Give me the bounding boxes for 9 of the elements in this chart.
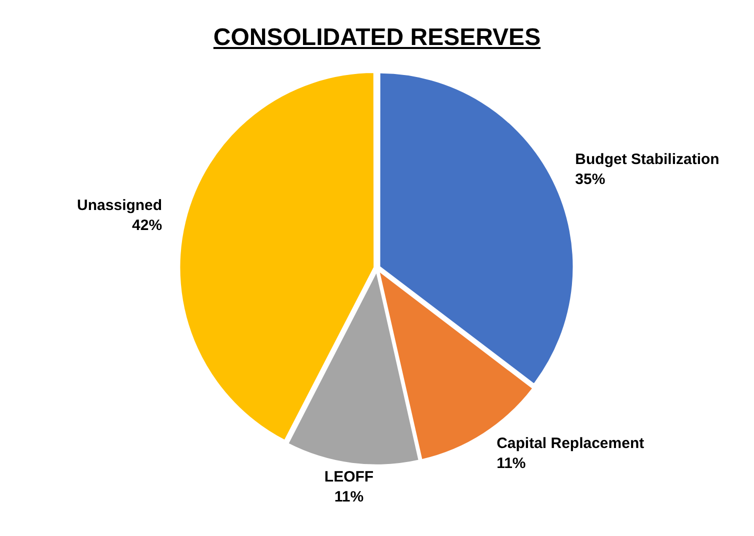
slice-label: Unassigned — [77, 197, 162, 214]
data-label: 42% — [132, 217, 162, 234]
data-label: 35% — [575, 170, 606, 188]
slice-label: Capital Replacement — [496, 435, 644, 452]
data-label: 11% — [334, 488, 364, 506]
data-label: 11% — [496, 455, 526, 472]
slice-label: Budget Stabilization — [575, 150, 720, 168]
chart-title: CONSOLIDATED RESERVES — [212, 24, 542, 52]
slice-label: LEOFF — [324, 468, 374, 486]
